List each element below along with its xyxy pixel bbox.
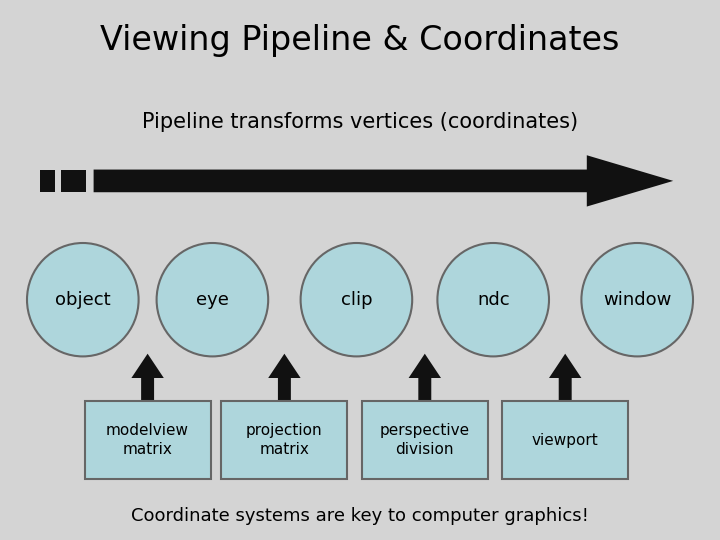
FancyArrow shape <box>132 354 163 402</box>
FancyBboxPatch shape <box>222 401 348 480</box>
FancyArrow shape <box>409 354 441 402</box>
Text: eye: eye <box>196 291 229 309</box>
FancyBboxPatch shape <box>503 401 628 480</box>
Text: Pipeline transforms vertices (coordinates): Pipeline transforms vertices (coordinate… <box>142 111 578 132</box>
Text: modelview
matrix: modelview matrix <box>106 423 189 457</box>
Ellipse shape <box>156 243 268 356</box>
Ellipse shape <box>301 243 412 356</box>
FancyArrow shape <box>549 354 582 402</box>
Text: viewport: viewport <box>532 433 598 448</box>
Text: ndc: ndc <box>477 291 510 309</box>
FancyArrow shape <box>268 354 301 402</box>
Text: object: object <box>55 291 111 309</box>
Text: projection
matrix: projection matrix <box>246 423 323 457</box>
FancyBboxPatch shape <box>84 401 210 480</box>
Text: window: window <box>603 291 671 309</box>
FancyArrow shape <box>94 156 673 206</box>
Text: Coordinate systems are key to computer graphics!: Coordinate systems are key to computer g… <box>131 507 589 525</box>
Ellipse shape <box>438 243 549 356</box>
Ellipse shape <box>27 243 139 356</box>
Text: Viewing Pipeline & Coordinates: Viewing Pipeline & Coordinates <box>100 24 620 57</box>
FancyBboxPatch shape <box>361 401 488 480</box>
FancyBboxPatch shape <box>61 170 86 192</box>
Text: clip: clip <box>341 291 372 309</box>
FancyBboxPatch shape <box>40 170 55 192</box>
Ellipse shape <box>582 243 693 356</box>
Text: perspective
division: perspective division <box>379 423 470 457</box>
